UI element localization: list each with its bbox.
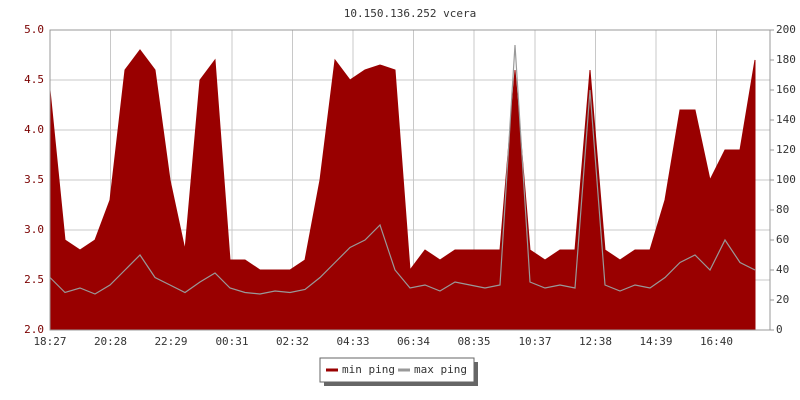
x-tick-label: 18:27 [33, 335, 66, 348]
y-tick-label: 4.0 [24, 123, 44, 136]
legend-box [319, 357, 475, 383]
legend-label: min ping [342, 363, 395, 376]
area [49, 49, 756, 331]
line [49, 44, 756, 295]
x-tick-label: 10:37 [518, 335, 551, 348]
x-tick-label: 16:40 [700, 335, 733, 348]
plot-frame [49, 29, 771, 331]
y2-tick-label: 80 [776, 203, 789, 216]
y-tick-label: 4.5 [24, 73, 44, 86]
y-tick-label: 2.0 [24, 323, 44, 336]
y-tick-label: 3.5 [24, 173, 44, 186]
x-tick-label: 14:39 [639, 335, 672, 348]
y2-tick-label: 60 [776, 233, 789, 246]
x-tick-label: 06:34 [397, 335, 430, 348]
y2-tick-label: 200 [776, 23, 796, 36]
y2-tick-label: 160 [776, 83, 796, 96]
y2-tick-label: 0 [776, 323, 783, 336]
x-tick-label: 04:33 [336, 335, 369, 348]
legend-label: max ping [414, 363, 467, 376]
x-tick-label: 20:28 [94, 335, 127, 348]
y-tick-label: 5.0 [24, 23, 44, 36]
y-tick-label: 3.0 [24, 223, 44, 236]
y2-tick-label: 100 [776, 173, 796, 186]
y2-tick-label: 40 [776, 263, 789, 276]
x-tick-label: 12:38 [579, 335, 612, 348]
x-tick-label: 02:32 [276, 335, 309, 348]
x-tick-label: 08:35 [457, 335, 490, 348]
chart-title: 10.150.136.252 vcera [344, 7, 476, 20]
y2-tick-label: 180 [776, 53, 796, 66]
y-tick-label: 2.5 [24, 273, 44, 286]
y2-tick-label: 120 [776, 143, 796, 156]
y2-tick-label: 140 [776, 113, 796, 126]
y2-tick-label: 20 [776, 293, 789, 306]
x-tick-label: 22:29 [154, 335, 187, 348]
x-tick-label: 00:31 [215, 335, 248, 348]
